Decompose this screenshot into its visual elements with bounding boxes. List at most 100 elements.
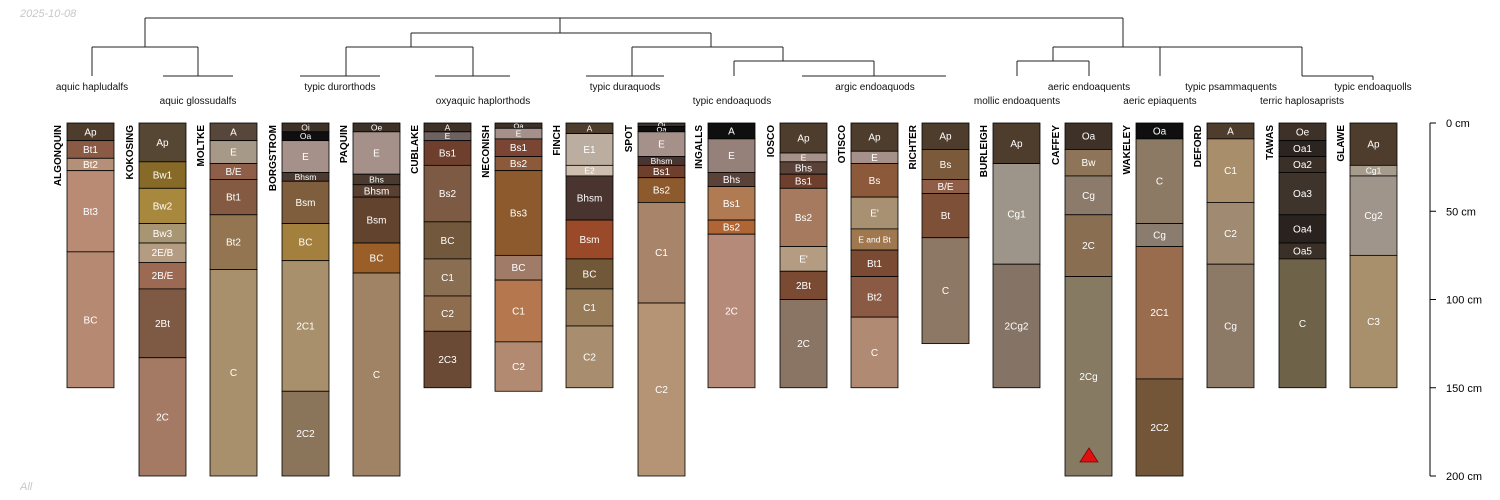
profile-glawe: GLAWE Ap Cg1 Cg2 C3 [1336, 122, 1398, 389]
horizon-e [707, 138, 756, 173]
horizon-label: E1 [583, 145, 596, 156]
horizon-c1 [565, 288, 614, 327]
horizon-bs1 [423, 140, 472, 166]
horizon-label: E [728, 151, 735, 162]
horizon-label: BC [370, 254, 384, 265]
horizon-label: C2 [441, 309, 454, 320]
profile-name: SPOT [624, 125, 635, 152]
horizon-cg1 [992, 163, 1041, 265]
horizon-bc [565, 258, 614, 290]
horizon-label: Bt1 [83, 145, 98, 156]
horizon-c2 [565, 325, 614, 389]
horizon-label: Oa4 [1293, 224, 1312, 235]
horizon-label: B/E [225, 167, 241, 178]
horizon-label: BC [583, 269, 597, 280]
horizon-label: Oe [1296, 127, 1310, 138]
horizon-e- [850, 196, 899, 230]
horizon-label: Bs2 [653, 186, 671, 197]
horizon-label: A [445, 122, 451, 132]
horizon-label: Oa2 [1293, 160, 1312, 171]
horizon-label: Oa [656, 125, 667, 134]
horizon-bsm [565, 219, 614, 260]
horizon-label: 2C3 [438, 355, 457, 366]
horizon-label: Bw1 [153, 171, 173, 182]
horizon-label: Oi [658, 120, 666, 129]
horizon-label: 2C [797, 339, 810, 350]
horizon-label: C1 [655, 248, 668, 259]
horizon-label: 2B/E [152, 271, 174, 282]
horizon-label: C [871, 348, 878, 359]
horizon-label: C [1156, 177, 1163, 188]
profile-name: TAWAS [1265, 125, 1276, 160]
horizon-label: C1 [1224, 166, 1237, 177]
horizon-label: Bs1 [439, 149, 457, 160]
horizon-label: Bw [1082, 158, 1097, 169]
horizon-label: Bs [940, 160, 952, 171]
depth-axis: 0 cm 50 cm 100 cm 150 cm 200 cm [1429, 118, 1482, 483]
taxon-label: terric haplosaprists [1260, 96, 1344, 107]
horizon-2c [707, 233, 756, 389]
horizon-label: Cg1 [1007, 209, 1026, 220]
profile-burleigh: BURLEIGH Ap Cg1 2Cg2 [979, 122, 1041, 389]
taxa-labels: aquic hapludalfs aquic glossudalfs typic d… [56, 82, 1412, 107]
horizon-bc [281, 223, 330, 262]
horizon-label: Bsm [580, 235, 600, 246]
horizon-label: 2C1 [296, 321, 315, 332]
footer-label: All [20, 481, 33, 493]
profile-name: BORGSTROM [268, 125, 279, 191]
horizon-label: Ap [797, 134, 810, 145]
profile-cublake: CUBLAKE AE Bs1 Bs2 BC C1 C2 2C3 [410, 122, 472, 389]
horizon-label: Oe [371, 122, 383, 132]
horizon-label: BC [441, 236, 455, 247]
horizon-label: A [230, 127, 237, 138]
taxon-label: typic durorthods [304, 82, 375, 93]
horizon-bs [921, 149, 970, 180]
horizon-label: E [516, 129, 522, 139]
horizon-c1 [494, 279, 543, 343]
horizon-label: Oa [513, 121, 524, 130]
depth-tick-label: 150 cm [1446, 383, 1482, 395]
horizon-label: C3 [1367, 317, 1380, 328]
horizon-label: E [658, 140, 665, 151]
profile-name: ALGONQUIN [53, 125, 64, 186]
horizon-2c1 [1135, 246, 1184, 380]
horizon-e [637, 131, 686, 157]
horizon-label: E [302, 152, 309, 163]
horizon-label: Bhsm [651, 156, 673, 166]
horizon-2bt [779, 270, 828, 300]
horizon-label: C2 [512, 362, 525, 373]
horizon-bw1 [138, 161, 187, 189]
horizon-label: 2C2 [1150, 423, 1169, 434]
horizon-bs2 [637, 177, 686, 203]
horizon-label: Bt [941, 211, 951, 222]
horizon-label: Bt1 [867, 259, 882, 270]
horizon-ap [921, 122, 970, 150]
taxon-label: typic endoaquods [693, 96, 771, 107]
profile-name: GLAWE [1336, 125, 1347, 162]
depth-tick-label: 200 cm [1446, 471, 1482, 483]
horizon-c3 [1349, 254, 1398, 389]
profile-name: WAKELEY [1122, 125, 1133, 175]
horizon-e [281, 140, 330, 173]
profile-kokosing: KOKOSING Ap Bw1 Bw2 Bw3 2E/B 2B/E 2Bt 2C [125, 122, 187, 477]
profile-algonquin: ALGONQUIN Ap Bt1 Bt2 Bt3 BC [53, 122, 115, 389]
horizon-label: 2Cg2 [1005, 321, 1029, 332]
horizon-label: 2C [725, 306, 738, 317]
depth-tick-label: 100 cm [1446, 295, 1482, 307]
profile-name: FINCH [552, 125, 563, 156]
horizon-c1 [1206, 138, 1255, 203]
horizon-label: Bhsm [295, 172, 317, 182]
horizon-label: A [728, 126, 735, 137]
horizon-2cg2 [992, 263, 1041, 389]
horizon-ap [138, 122, 187, 163]
profile-ingalls: INGALLS A E Bhs Bs1 Bs2 2C [694, 122, 756, 389]
horizon-c2 [494, 341, 543, 392]
horizon-label: Bw3 [153, 229, 173, 240]
profile-wakeley: WAKELEY Oa C Cg 2C1 2C2 [1122, 122, 1184, 477]
profile-paquin: PAQUIN Oe E Bhs Bhsm Bsm BC C [339, 122, 401, 477]
horizon-label: E2 [584, 166, 595, 176]
horizon-label: Cg1 [1366, 166, 1382, 176]
